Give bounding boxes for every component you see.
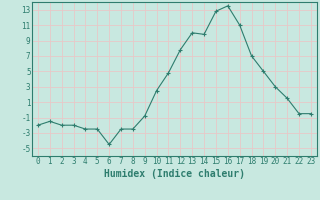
X-axis label: Humidex (Indice chaleur): Humidex (Indice chaleur) [104, 169, 245, 179]
